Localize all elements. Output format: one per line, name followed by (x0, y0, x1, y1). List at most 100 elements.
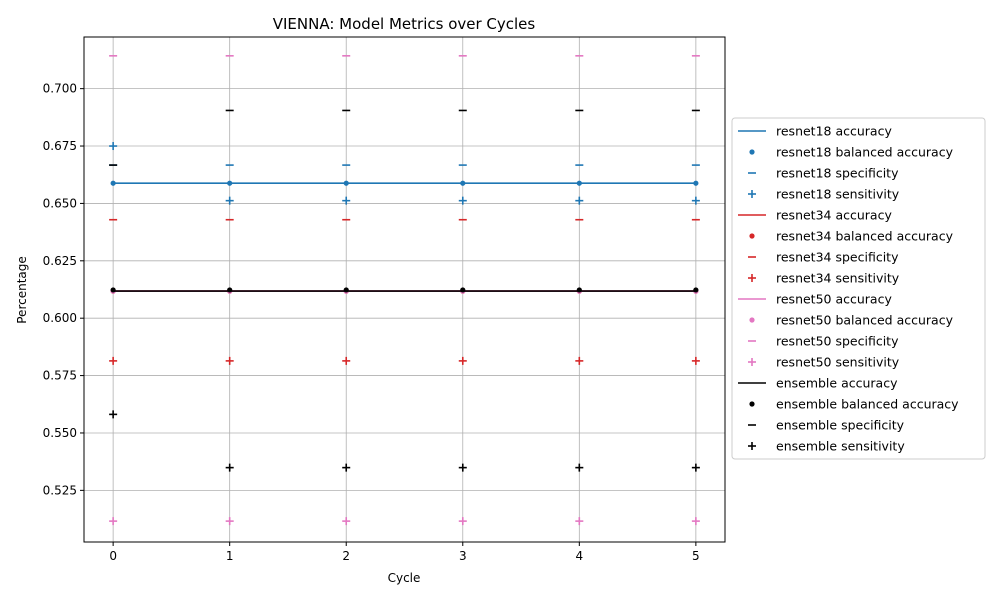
ensemble-balanced-accuracy-point (110, 287, 116, 293)
legend-entry: resnet34 specificity (748, 250, 899, 265)
resnet50-sensitivity-point (458, 517, 467, 526)
y-tick-label: 0.650 (43, 196, 77, 210)
x-tick-label: 1 (226, 549, 234, 563)
plot-series (109, 55, 700, 526)
legend-label: resnet34 accuracy (776, 208, 892, 223)
legend-entry: ensemble balanced accuracy (749, 397, 959, 412)
x-tick-label: 2 (342, 549, 350, 563)
x-tick-label: 4 (575, 549, 583, 563)
legend-entry: ensemble sensitivity (748, 439, 905, 454)
legend-label: resnet34 balanced accuracy (776, 229, 954, 244)
legend-label: resnet50 specificity (776, 334, 899, 349)
legend-entry: resnet50 accuracy (738, 292, 892, 307)
ensemble-balanced-accuracy-point (343, 287, 349, 293)
resnet50-sensitivity-point (575, 517, 584, 526)
legend-label: resnet50 accuracy (776, 292, 892, 307)
y-tick-label: 0.700 (43, 82, 77, 96)
resnet18-sensitivity-point (342, 196, 351, 205)
legend-dot-swatch (749, 149, 755, 155)
legend-entry: ensemble accuracy (738, 376, 898, 391)
legend-label: resnet18 specificity (776, 166, 899, 181)
resnet18-sensitivity-point (225, 196, 234, 205)
resnet50-sensitivity-point (342, 517, 351, 526)
resnet18-balanced-accuracy-point (693, 180, 699, 186)
legend-label: ensemble sensitivity (776, 439, 905, 454)
ensemble-balanced-accuracy-point (693, 287, 699, 293)
legend-dot-swatch (749, 233, 755, 239)
legend-entry: resnet34 balanced accuracy (749, 229, 954, 244)
resnet18-sensitivity-point (109, 142, 118, 151)
legend-label: ensemble balanced accuracy (776, 397, 959, 412)
ensemble-balanced-accuracy-point (576, 287, 582, 293)
y-axis-ticks: 0.525 0.550 0.575 0.600 0.625 0.650 0.675 0.700 (43, 82, 84, 497)
legend-entry: resnet50 specificity (748, 334, 899, 349)
y-tick-label: 0.525 (43, 483, 77, 497)
y-tick-label: 0.575 (43, 369, 77, 383)
series-resnet18 (109, 142, 700, 205)
legend-box (731, 117, 986, 460)
ensemble-sensitivity-point (458, 463, 467, 472)
ensemble-sensitivity-point (691, 463, 700, 472)
resnet34-sensitivity-point (225, 356, 234, 365)
legend-label: resnet50 sensitivity (776, 355, 900, 370)
legend-entry: ensemble specificity (748, 418, 905, 433)
y-tick-label: 0.625 (43, 254, 77, 268)
y-tick-label: 0.675 (43, 139, 77, 153)
ensemble-sensitivity-point (109, 410, 118, 419)
legend-label: resnet18 accuracy (776, 124, 892, 139)
legend-plus-swatch (748, 274, 756, 282)
legend-label: ensemble accuracy (776, 376, 898, 391)
resnet18-balanced-accuracy-point (343, 180, 349, 186)
x-tick-label: 3 (459, 549, 467, 563)
series-ensemble (109, 109, 700, 472)
legend-entry: resnet50 balanced accuracy (749, 313, 954, 328)
legend-label: ensemble specificity (776, 418, 905, 433)
legend-dot-swatch (749, 317, 755, 323)
resnet34-sensitivity-point (575, 356, 584, 365)
resnet18-sensitivity-point (458, 196, 467, 205)
x-axis-label: Cycle (388, 571, 421, 585)
y-axis-label: Percentage (15, 256, 29, 324)
resnet50-sensitivity-point (109, 517, 118, 526)
x-tick-label: 0 (109, 549, 117, 563)
resnet34-sensitivity-point (342, 356, 351, 365)
legend-entry: resnet34 accuracy (738, 208, 892, 223)
resnet18-sensitivity-point (575, 196, 584, 205)
ensemble-balanced-accuracy-point (460, 287, 466, 293)
resnet34-sensitivity-point (109, 356, 118, 365)
ensemble-sensitivity-point (342, 463, 351, 472)
x-tick-label: 5 (692, 549, 700, 563)
resnet18-balanced-accuracy-point (227, 180, 233, 186)
resnet34-sensitivity-point (691, 356, 700, 365)
legend: resnet18 accuracy resnet18 balanced accur… (731, 117, 986, 460)
chart-title: VIENNA: Model Metrics over Cycles (273, 15, 536, 33)
y-tick-label: 0.550 (43, 426, 77, 440)
ensemble-balanced-accuracy-point (227, 287, 233, 293)
legend-label: resnet34 sensitivity (776, 271, 900, 286)
resnet50-sensitivity-point (225, 517, 234, 526)
legend-plus-swatch (748, 190, 756, 198)
legend-entry: resnet18 accuracy (738, 124, 892, 139)
x-axis-ticks: 0 1 2 3 4 5 (109, 542, 700, 563)
legend-plus-swatch (748, 442, 756, 450)
resnet18-balanced-accuracy-point (110, 180, 116, 186)
ensemble-sensitivity-point (225, 463, 234, 472)
legend-label: resnet50 balanced accuracy (776, 313, 954, 328)
y-tick-label: 0.600 (43, 311, 77, 325)
legend-entry: resnet18 specificity (748, 166, 899, 181)
legend-dot-swatch (749, 401, 755, 407)
resnet50-sensitivity-point (691, 517, 700, 526)
resnet18-balanced-accuracy-point (576, 180, 582, 186)
legend-entry: resnet34 sensitivity (748, 271, 900, 286)
legend-entry: resnet18 balanced accuracy (749, 145, 954, 160)
plot-frame (83, 36, 726, 543)
resnet18-sensitivity-point (691, 196, 700, 205)
resnet34-sensitivity-point (458, 356, 467, 365)
legend-label: resnet18 sensitivity (776, 187, 900, 202)
legend-label: resnet34 specificity (776, 250, 899, 265)
legend-plus-swatch (748, 358, 756, 366)
ensemble-sensitivity-point (575, 463, 584, 472)
legend-entry: resnet18 sensitivity (748, 187, 900, 202)
legend-entry: resnet50 sensitivity (748, 355, 900, 370)
